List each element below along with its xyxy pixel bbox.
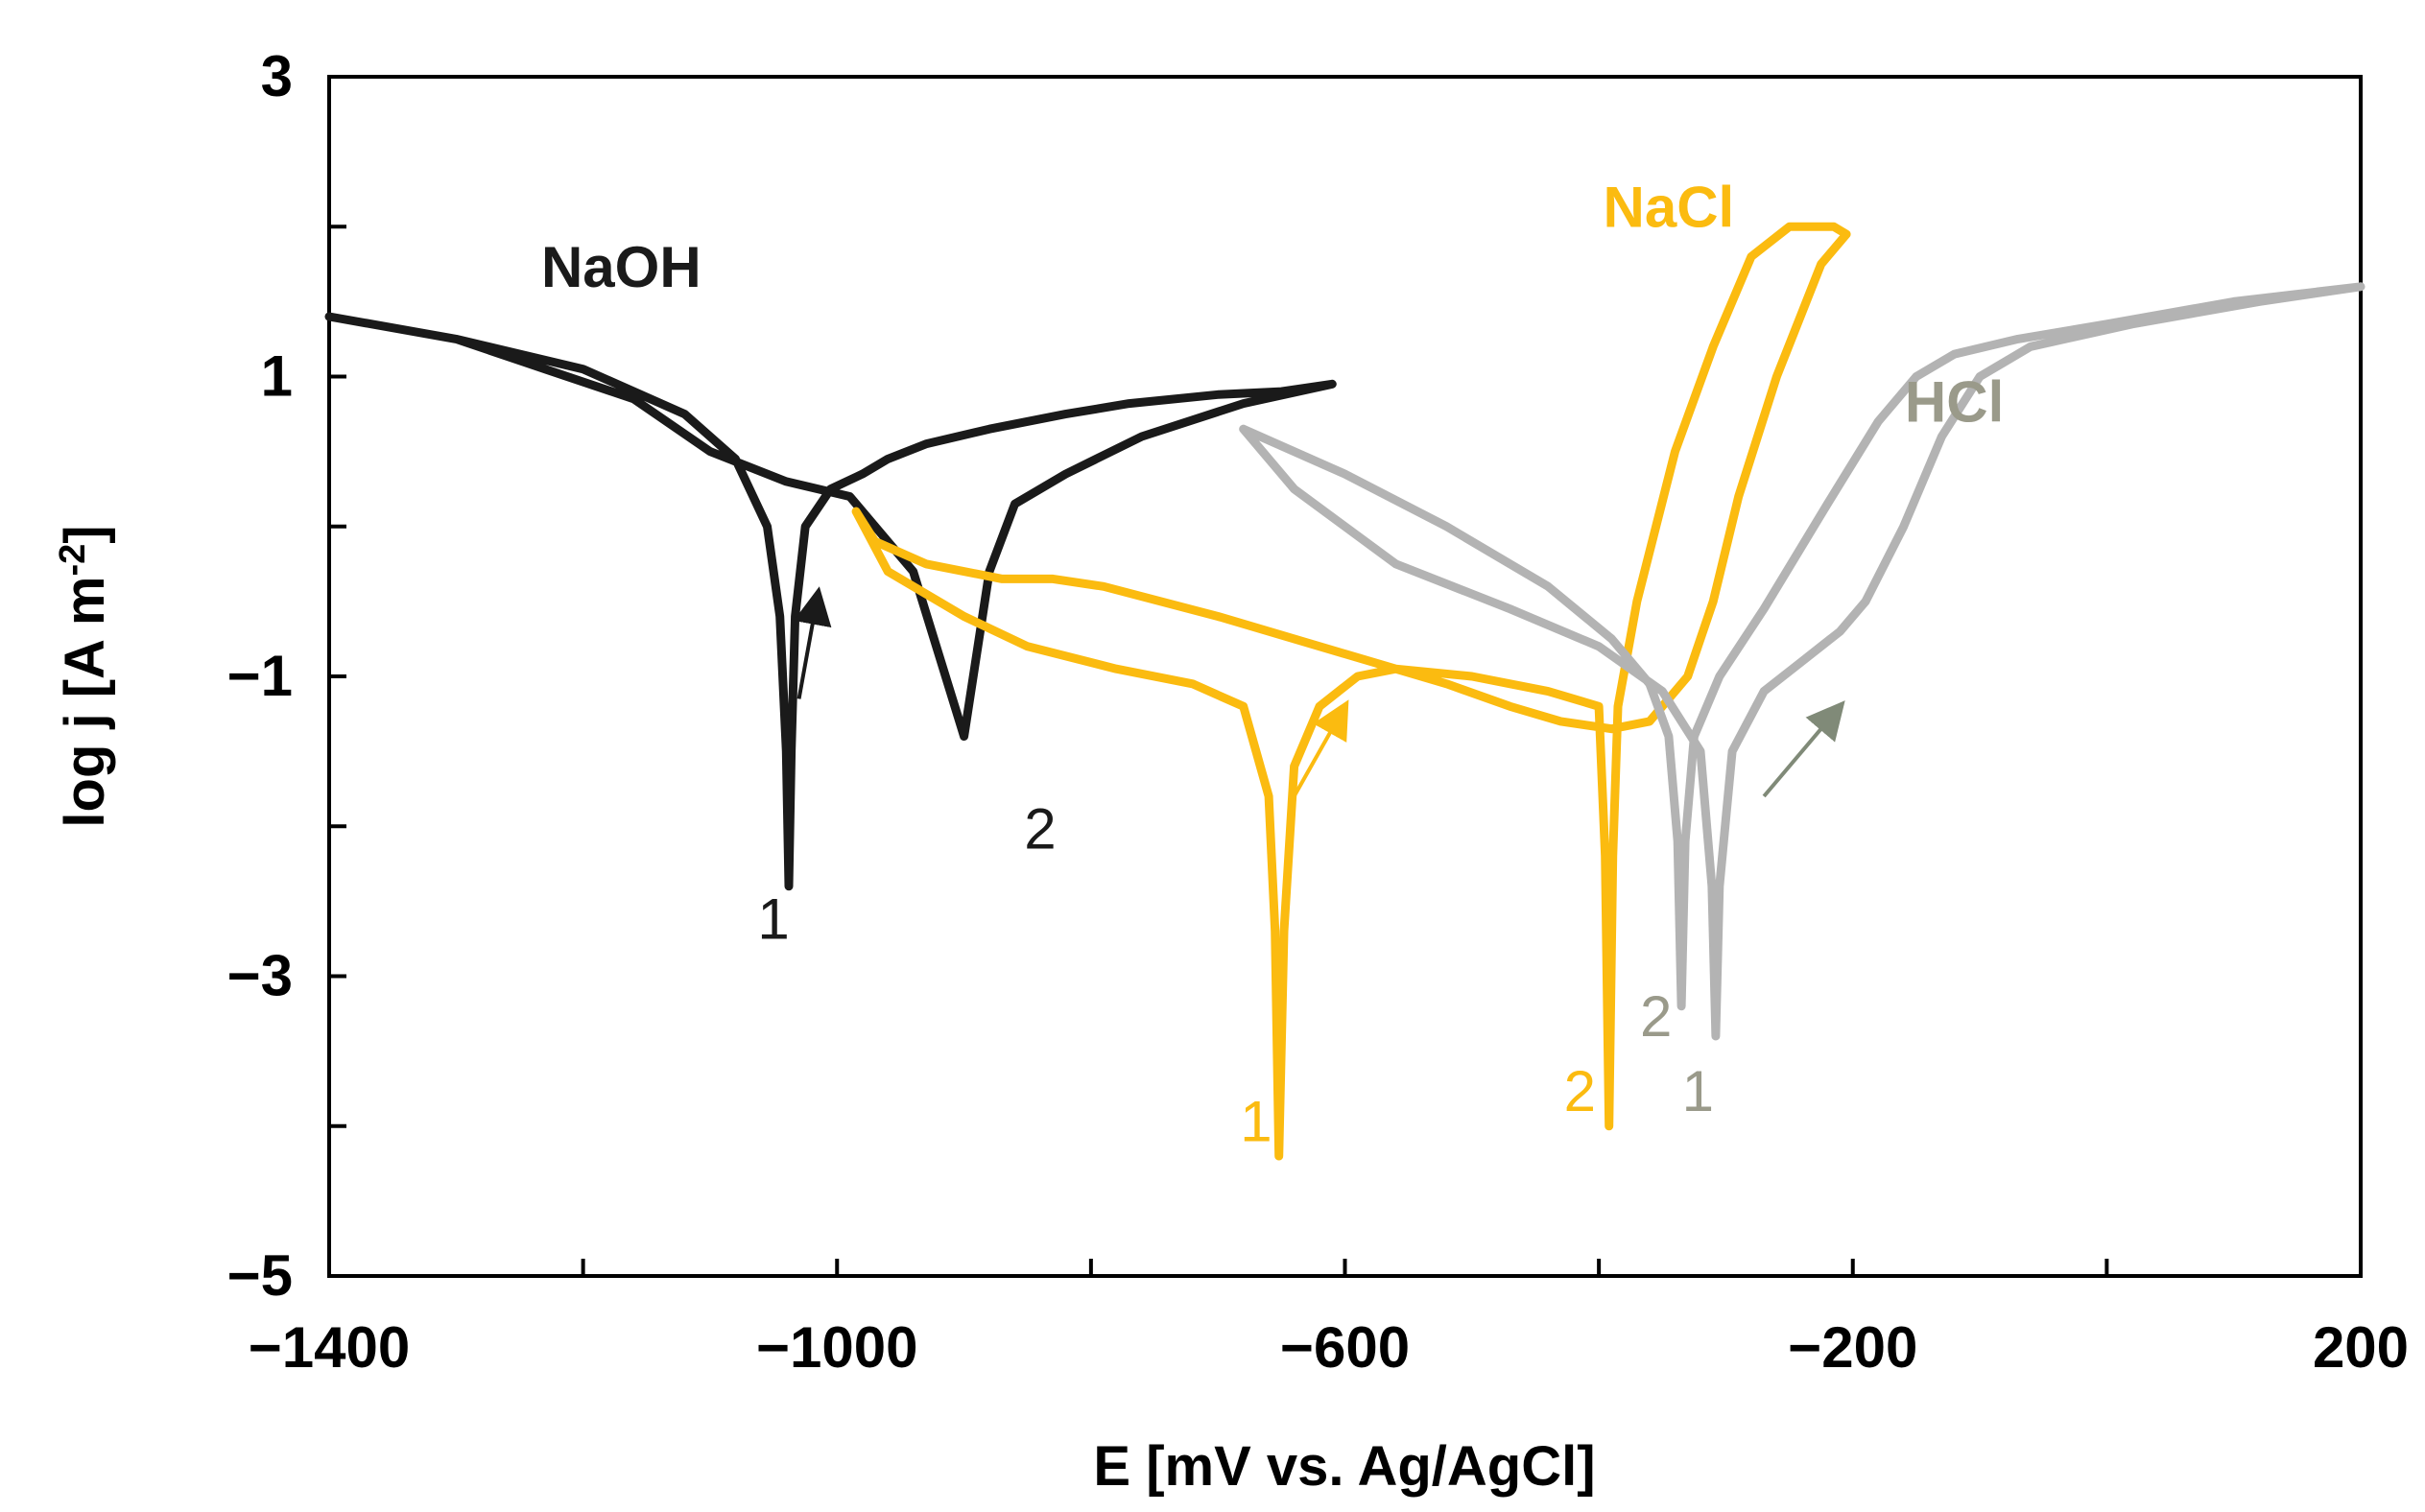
x-axis-title: E [mV vs. Ag/AgCl] xyxy=(1093,1435,1595,1498)
curve-number-label: 1 xyxy=(1240,1089,1272,1153)
y-axis-title-close: ] xyxy=(54,525,116,543)
series-line-hcl xyxy=(1239,282,2366,1041)
y-axis-title: log j [A m-2] xyxy=(53,525,116,827)
series-label-naoh: NaOH xyxy=(541,235,701,299)
y-tick-label: −1 xyxy=(227,644,293,708)
axis-ticks xyxy=(327,75,2363,1278)
x-tick-label: −200 xyxy=(1788,1315,1917,1380)
scan-direction-arrow xyxy=(794,586,832,699)
x-tick-label: −1400 xyxy=(249,1315,411,1380)
series-label-nacl: NaCl xyxy=(1604,175,1735,239)
y-tick-label: 1 xyxy=(261,344,293,409)
y-axis-title-superscript: -2 xyxy=(53,544,93,577)
y-tick-label: −5 xyxy=(227,1243,293,1308)
series-line-naoh xyxy=(324,312,1337,891)
scan-direction-arrow xyxy=(1292,699,1349,797)
series-line-nacl xyxy=(851,222,1851,1161)
curve-number-label: 2 xyxy=(1564,1059,1596,1123)
x-tick-label: −1000 xyxy=(756,1315,918,1380)
curve-number-label: 1 xyxy=(757,886,789,951)
y-tick-label: −3 xyxy=(227,944,293,1008)
y-tick-label: 3 xyxy=(261,44,293,108)
curve-number-label: 1 xyxy=(1682,1059,1714,1123)
scan-direction-arrow xyxy=(1762,700,1845,798)
series-layer xyxy=(324,222,2366,1161)
axis-tick-labels: −1400 −1000 −600 −200 200 −5 −3 −1 1 3 xyxy=(227,44,2409,1380)
curve-number-label: 2 xyxy=(1640,984,1672,1049)
series-label-hcl: HCl xyxy=(1905,369,2004,434)
x-tick-label: −600 xyxy=(1280,1315,1410,1380)
y-axis-title-main: log j [A m xyxy=(54,577,116,828)
curve-number-label: 2 xyxy=(1024,797,1056,862)
x-tick-label: 200 xyxy=(2313,1315,2409,1380)
